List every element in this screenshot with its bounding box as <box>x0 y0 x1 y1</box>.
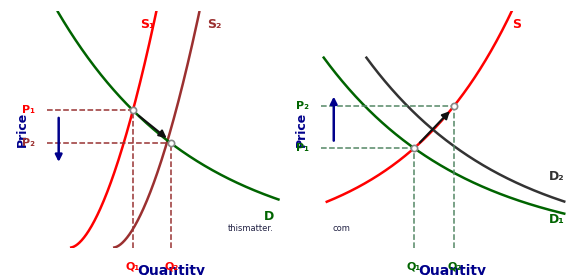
Text: D₁: D₁ <box>549 213 565 226</box>
Text: Price: Price <box>294 112 308 147</box>
Text: S₁: S₁ <box>140 18 155 31</box>
Text: Q₁: Q₁ <box>126 262 140 272</box>
Text: D: D <box>264 210 274 223</box>
Text: P₁: P₁ <box>296 143 309 153</box>
Text: Quantity: Quantity <box>418 264 486 275</box>
Text: P₂: P₂ <box>22 138 34 148</box>
Text: Price: Price <box>16 112 29 147</box>
Text: thismatter.: thismatter. <box>227 224 273 233</box>
Text: S: S <box>513 18 522 31</box>
Text: Quantity: Quantity <box>137 264 205 275</box>
Text: com: com <box>332 224 350 233</box>
Text: P₂: P₂ <box>296 101 309 111</box>
Text: Q₁: Q₁ <box>407 262 421 272</box>
Text: S₂: S₂ <box>207 18 221 31</box>
Text: D₂: D₂ <box>549 170 565 183</box>
Text: P₁: P₁ <box>22 105 34 115</box>
Text: Q₂: Q₂ <box>164 262 178 272</box>
Text: Q₂: Q₂ <box>447 262 461 272</box>
